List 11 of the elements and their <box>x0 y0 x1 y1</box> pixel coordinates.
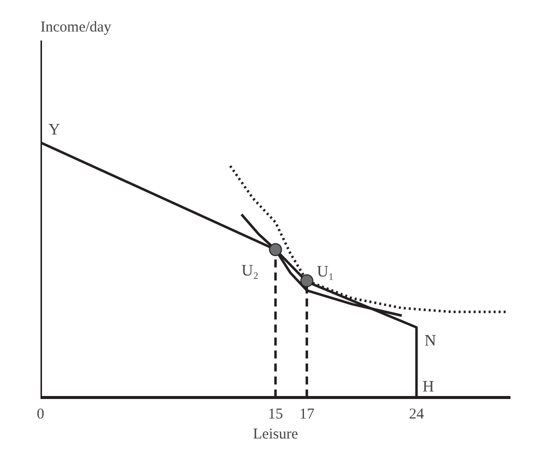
annotation: H <box>422 378 434 396</box>
annotation: U₂ <box>242 262 259 280</box>
x-tick-label: 0 <box>36 406 44 422</box>
x-tick-label: 15 <box>268 406 283 422</box>
annotation: N <box>424 332 436 350</box>
x-tick-label: 24 <box>409 406 424 422</box>
x-tick-label: 17 <box>299 406 315 422</box>
annotation: U₁ <box>316 264 334 281</box>
annotation: Y <box>48 122 60 138</box>
text: Income/day <box>40 20 112 36</box>
x-axis-title: Leisure <box>253 426 298 442</box>
